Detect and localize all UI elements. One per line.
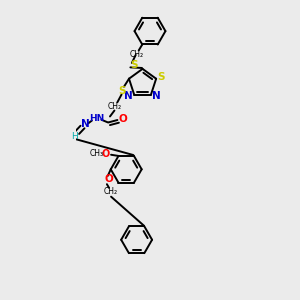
- Text: N: N: [81, 118, 90, 129]
- Text: S: S: [158, 72, 165, 82]
- Text: CH₂: CH₂: [130, 50, 144, 59]
- Text: CH₂: CH₂: [103, 188, 118, 196]
- Text: HN: HN: [89, 114, 104, 123]
- Text: O: O: [102, 148, 110, 159]
- Text: S: S: [130, 60, 138, 70]
- Text: N: N: [152, 91, 161, 100]
- Text: CH₃: CH₃: [90, 149, 104, 158]
- Text: H: H: [71, 132, 78, 141]
- Text: N: N: [124, 91, 133, 100]
- Text: S: S: [118, 85, 125, 96]
- Text: CH₂: CH₂: [108, 102, 122, 111]
- Text: O: O: [105, 174, 113, 184]
- Text: O: O: [119, 114, 128, 124]
